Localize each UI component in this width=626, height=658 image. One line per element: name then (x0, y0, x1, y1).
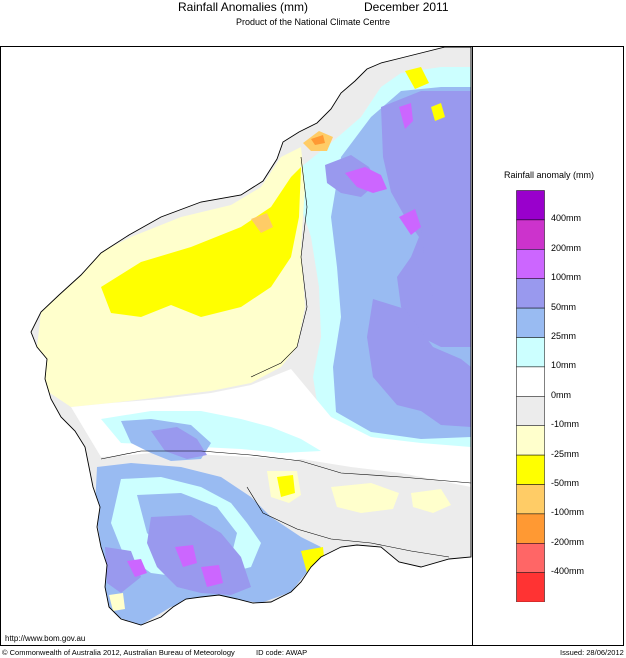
copyright-text: © Commonwealth of Australia 2012, Austra… (2, 648, 235, 657)
legend-swatch (516, 219, 545, 250)
region-50mm-east (367, 299, 471, 427)
region-minus50mm-south-central (277, 475, 295, 497)
legend-label: 400mm (551, 213, 582, 224)
legend-swatch (516, 190, 545, 221)
legend-label: 200mm (551, 242, 582, 253)
rainfall-anomaly-map (30, 47, 472, 626)
legend-swatch (516, 513, 545, 544)
legend-label: -100mm (551, 507, 585, 518)
region-minus50mm-north-east (431, 103, 445, 121)
region-100mm-south-west-a (175, 545, 197, 567)
legend-swatch (516, 425, 545, 456)
legend-label: 0mm (551, 389, 571, 400)
region-minus100mm-pilbara-coast (251, 213, 273, 233)
legend-swatch (516, 396, 545, 426)
legend-swatch (516, 543, 545, 573)
legend-swatch (516, 337, 545, 368)
region-minus50mm-north-tip (405, 67, 429, 89)
legend-label: 100mm (551, 272, 582, 283)
legend-label: -400mm (551, 566, 585, 577)
legend-swatch (516, 454, 545, 485)
map-frame (0, 46, 624, 646)
legend-swatch (516, 278, 545, 309)
legend-label: 25mm (551, 331, 577, 341)
region-50mm-far-east (421, 177, 471, 337)
legend-color-bar (516, 190, 545, 602)
legend-title: Rainfall anomaly (mm) (503, 170, 595, 180)
region-minus25mm-south-east (331, 483, 399, 513)
map-subtitle: Product of the National Climate Centre (235, 17, 391, 27)
region-100mm-south-west-c (127, 559, 147, 577)
legend-label: -50mm (551, 478, 580, 488)
legend-swatch (516, 249, 545, 279)
legend-swatch (516, 572, 545, 602)
anomaly-regions (37, 67, 471, 625)
region-100mm-south-west-b (201, 565, 223, 587)
legend-label: -10mm (551, 419, 580, 430)
region-100mm-central-north (399, 209, 421, 235)
legend-divider (472, 46, 473, 646)
region-50mm-south-west (147, 515, 251, 595)
map-title: Rainfall Anomalies (mm) (178, 0, 309, 14)
region-100mm-kimberley (345, 167, 387, 193)
region-minus200mm-kimberley-coast (311, 135, 325, 145)
map-period: December 2011 (364, 0, 449, 14)
issued-date: Issued: 28/06/2012 (560, 648, 624, 657)
region-minus25mm-south-tip (109, 593, 125, 611)
region-minus50mm-pilbara (101, 167, 301, 317)
legend-label: -200mm (551, 536, 585, 547)
legend-swatch (516, 366, 545, 397)
legend-label: 10mm (551, 360, 577, 371)
id-code: ID code: AWAP (256, 648, 308, 657)
contour-lines (100, 156, 471, 558)
legend-swatch (516, 307, 545, 338)
legend-label: -25mm (551, 448, 580, 459)
footer-bar: © Commonwealth of Australia 2012, Austra… (0, 647, 626, 658)
region-100mm-north (399, 103, 413, 129)
legend-label: 50mm (551, 301, 577, 312)
region-minus25mm-far-south-east (411, 489, 451, 513)
region-50mm-west-coast (105, 547, 141, 593)
legend-swatch (516, 484, 545, 515)
source-url[interactable]: http://www.bom.gov.au (5, 634, 86, 643)
